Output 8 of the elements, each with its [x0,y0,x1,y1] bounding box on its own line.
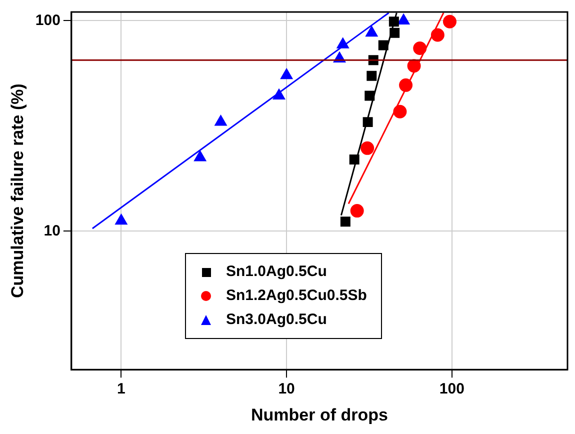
legend-label: Sn1.0Ag0.5Cu [226,262,327,282]
y-axis-title: Cumulative failure rate (%) [8,84,27,298]
legend-label: Sn1.2Ag0.5Cu0.5Sb [226,286,367,306]
x-axis-title: Number of drops [250,405,388,424]
legend-label: Sn3.0Ag0.5Cu [226,310,327,330]
x-tick-label: 1 [117,380,126,398]
x-tick-label: 10 [278,380,295,398]
x-tick-label: 100 [439,380,464,398]
